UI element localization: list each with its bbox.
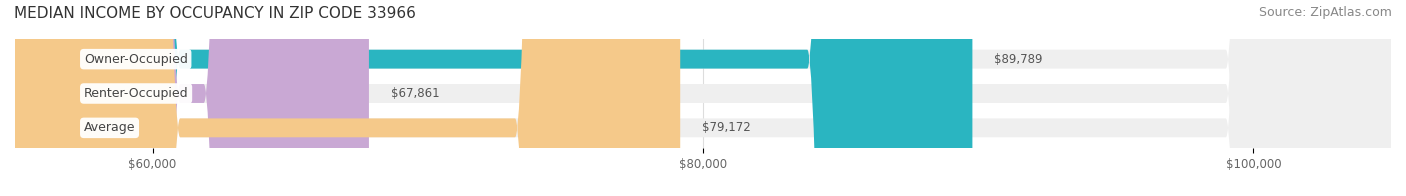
- FancyBboxPatch shape: [15, 0, 1391, 196]
- FancyBboxPatch shape: [15, 0, 681, 196]
- Text: Source: ZipAtlas.com: Source: ZipAtlas.com: [1258, 6, 1392, 19]
- FancyBboxPatch shape: [15, 0, 1391, 196]
- Text: MEDIAN INCOME BY OCCUPANCY IN ZIP CODE 33966: MEDIAN INCOME BY OCCUPANCY IN ZIP CODE 3…: [14, 6, 416, 21]
- Text: $79,172: $79,172: [702, 121, 751, 134]
- Text: Average: Average: [84, 121, 135, 134]
- FancyBboxPatch shape: [15, 0, 368, 196]
- Text: Renter-Occupied: Renter-Occupied: [84, 87, 188, 100]
- Text: Owner-Occupied: Owner-Occupied: [84, 53, 187, 66]
- Text: $67,861: $67,861: [391, 87, 440, 100]
- FancyBboxPatch shape: [15, 0, 973, 196]
- FancyBboxPatch shape: [15, 0, 1391, 196]
- Text: $89,789: $89,789: [994, 53, 1043, 66]
